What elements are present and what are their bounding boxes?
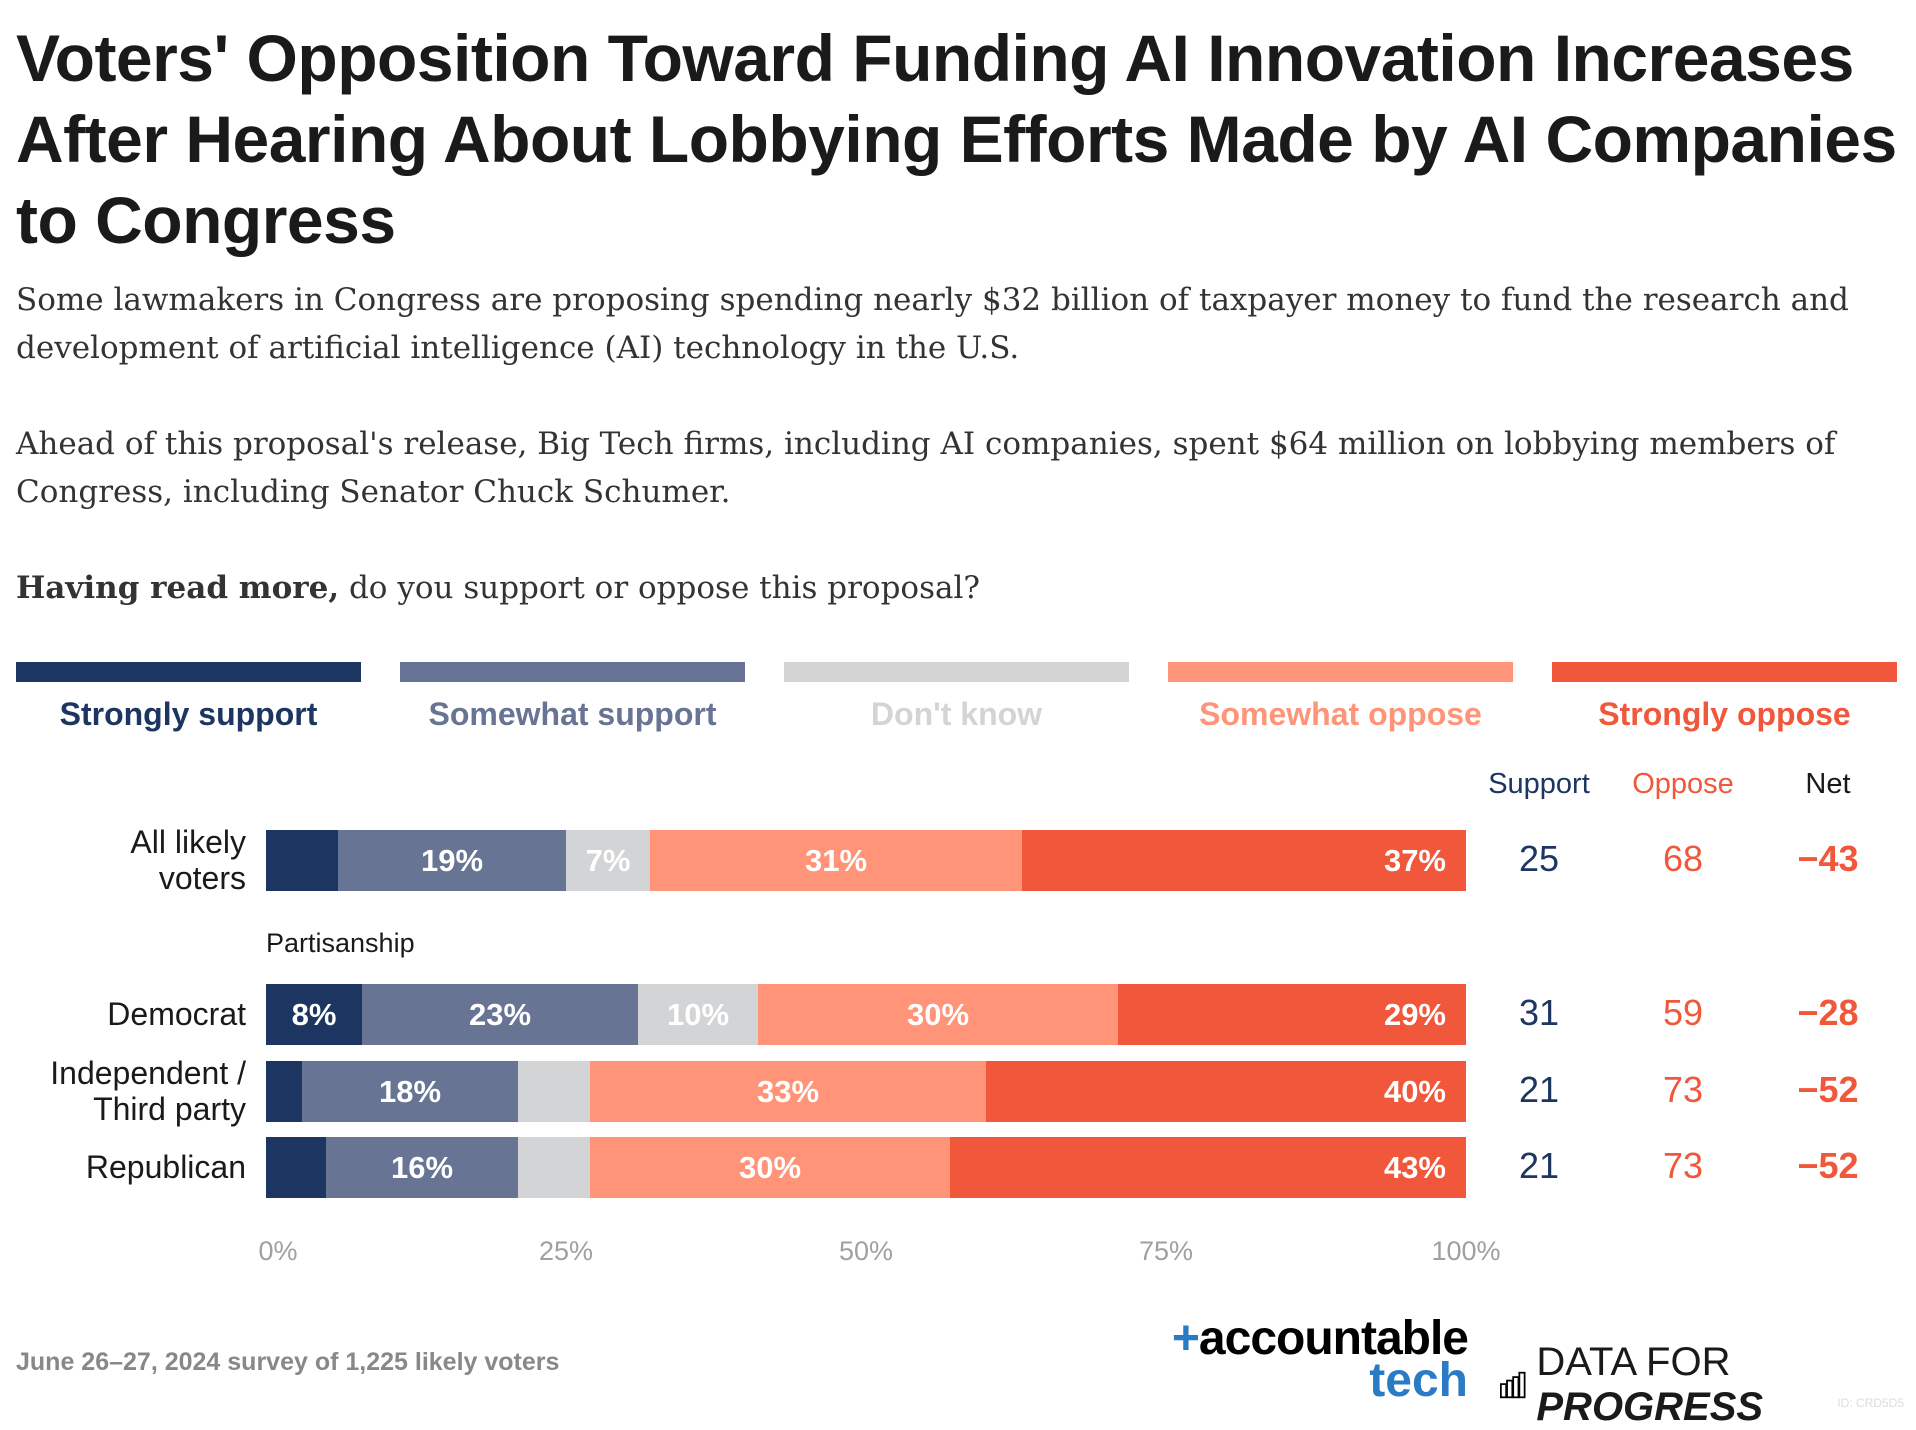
data-label: 29% [1383, 996, 1446, 1032]
data-label: 40% [1383, 1073, 1446, 1109]
legend-swatch [784, 662, 1129, 682]
legend-swatch [400, 662, 745, 682]
support-value: 25 [1518, 838, 1560, 879]
legend: Strongly support Somewhat support Don't kn… [16, 662, 1897, 733]
bar-segment: 43% [950, 1137, 1466, 1198]
row-label: Independent / Third party [50, 1055, 246, 1127]
legend-item: Strongly oppose [1552, 662, 1897, 733]
bar-row: 18% 33% 40% [266, 1061, 1466, 1122]
net-value: −52 [1797, 1069, 1859, 1110]
net-header: Net [1805, 768, 1851, 800]
x-tick-label: 75% [1138, 1236, 1194, 1266]
bar-segment: 30% [590, 1137, 950, 1198]
legend-label: Somewhat oppose [1199, 696, 1482, 732]
bar-segment: 8% [266, 984, 362, 1045]
x-tick-label: 0% [258, 1236, 298, 1266]
support-value: 31 [1518, 992, 1560, 1033]
legend-item: Somewhat oppose [1168, 662, 1513, 733]
net-value: −52 [1797, 1145, 1859, 1186]
bar-segment: 40% [986, 1061, 1466, 1122]
oppose-value: 73 [1662, 1069, 1704, 1110]
x-tick-label: 50% [838, 1236, 894, 1266]
bar-segment: 7% [566, 830, 650, 891]
data-label: 18% [378, 1073, 442, 1109]
bar-segment: 16% [326, 1137, 518, 1198]
legend-label: Don't know [870, 696, 1043, 732]
oppose-value: 68 [1662, 838, 1704, 879]
legend-swatch [1168, 662, 1513, 682]
bar-segment: 18% [302, 1061, 518, 1122]
data-label: 30% [906, 996, 970, 1032]
bar-chart-icon [1500, 1371, 1526, 1399]
legend-item: Somewhat support [400, 662, 745, 733]
legend-item: Don't know [784, 662, 1129, 733]
data-label: 10% [666, 996, 730, 1032]
legend-label: Somewhat support [428, 696, 717, 732]
row-label: All likely voters [130, 824, 246, 896]
support-value: 21 [1518, 1145, 1560, 1186]
question: Having read more, do you support or oppo… [16, 564, 1876, 612]
net-value: −43 [1797, 838, 1859, 879]
legend-label: Strongly oppose [1598, 696, 1851, 732]
legend-swatch [16, 662, 361, 682]
bar-segment: 31% [650, 830, 1022, 891]
data-label: 8% [291, 996, 337, 1032]
data-label: 7% [585, 842, 631, 878]
footer-source: June 26–27, 2024 survey of 1,225 likely … [16, 1348, 560, 1376]
chart-id: ID: CRD5D5 [1837, 1396, 1904, 1410]
bar-segment: 37% [1022, 830, 1466, 891]
bar-row: 8% 23% 10% 30% 29% [266, 984, 1466, 1045]
data-label: 23% [468, 996, 532, 1032]
subtitle-paragraph-2: Ahead of this proposal's release, Big Te… [16, 426, 1836, 510]
logo-tech: tech [1369, 1354, 1468, 1407]
data-label: 30% [738, 1149, 802, 1185]
bar-segment [518, 1137, 590, 1198]
support-value: 21 [1518, 1069, 1560, 1110]
data-label: 37% [1383, 842, 1446, 878]
bar-segment [266, 1061, 302, 1122]
support-header: Support [1488, 768, 1590, 800]
subtitle-paragraph-1: Some lawmakers in Congress are proposing… [16, 282, 1849, 366]
data-label: 33% [756, 1073, 820, 1109]
legend-item: Strongly support [16, 662, 361, 733]
chart-title: Voters' Opposition Toward Funding AI Inn… [16, 21, 1897, 257]
oppose-header: Oppose [1632, 768, 1734, 800]
bar-row: 16% 30% 43% [266, 1137, 1466, 1198]
bar-segment [266, 830, 338, 891]
question-bold: Having read more, [16, 570, 340, 606]
row-label: Republican [85, 1149, 246, 1185]
bar-segment: 10% [638, 984, 758, 1045]
bar-segment [518, 1061, 590, 1122]
bar-segment: 33% [590, 1061, 986, 1122]
logo-accountable: +accountable [1171, 1312, 1469, 1365]
bar-segment [266, 1137, 326, 1198]
accountable-tech-logo: +accountable tech [1146, 1312, 1469, 1407]
data-label: 31% [804, 842, 868, 878]
logo-dfp-text: DATA FOR PROGRESS [1536, 1340, 1764, 1429]
group-label: Partisanship [266, 928, 415, 958]
data-for-progress-logo: DATA FOR PROGRESS [1500, 1340, 1916, 1430]
bar-segment: 29% [1118, 984, 1466, 1045]
data-label: 19% [420, 842, 484, 878]
bar-row: 19% 7% 31% 37% [266, 830, 1466, 891]
oppose-value: 73 [1662, 1145, 1704, 1186]
oppose-value: 59 [1662, 992, 1704, 1033]
legend-swatch [1552, 662, 1897, 682]
question-rest: do you support or oppose this proposal? [339, 570, 980, 606]
bar-segment: 30% [758, 984, 1118, 1045]
net-value: −28 [1797, 992, 1859, 1033]
row-label: Democrat [107, 996, 246, 1032]
bar-segment: 19% [338, 830, 566, 891]
bar-segment: 23% [362, 984, 638, 1045]
x-tick-label: 25% [538, 1236, 594, 1266]
x-tick-label: 100% [1431, 1236, 1501, 1266]
data-label: 16% [390, 1149, 454, 1185]
data-label: 43% [1383, 1149, 1446, 1185]
legend-label: Strongly support [59, 696, 318, 732]
